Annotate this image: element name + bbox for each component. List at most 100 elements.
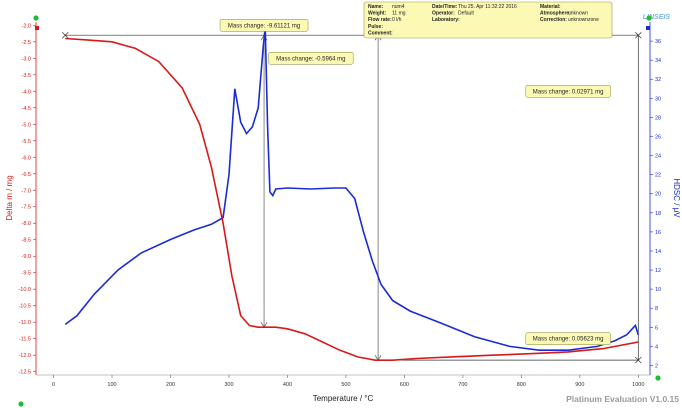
right-tick-label: 22 xyxy=(655,173,661,179)
measurement-info-box: Name: num4 Date/Time: Thu 25. Apr 11:32:22 … xyxy=(363,1,613,39)
info-field-label: Name: xyxy=(368,4,384,10)
info-field-value: Default xyxy=(458,11,474,17)
mass-change-annotation: Mass change: 0.05623 mg xyxy=(525,332,611,346)
annotation-box xyxy=(525,332,611,346)
right-tick-label: 16 xyxy=(655,230,661,236)
left-tick-label: -3.0 xyxy=(22,56,31,62)
bottom-right-marker xyxy=(655,375,661,381)
left-tick-label: -5.5 xyxy=(22,139,31,145)
top-right-marker xyxy=(646,15,652,21)
left-tick-label: -10.5 xyxy=(18,304,31,310)
right-tick-label: 28 xyxy=(655,115,661,121)
info-field-value: num4 xyxy=(392,4,405,10)
left-tick-label: -7.5 xyxy=(22,205,31,211)
top-left-marker xyxy=(33,15,39,21)
info-field-label: Operator: xyxy=(432,11,455,17)
right-tick-label: 20 xyxy=(655,192,661,198)
left-tick-label: -5.0 xyxy=(22,122,31,128)
left-tick-label: -11.0 xyxy=(19,320,31,326)
bottom-tick-label: 300 xyxy=(224,382,233,388)
bottom-tick-label: 600 xyxy=(400,382,409,388)
brand-logo: LINSEIS xyxy=(643,14,671,21)
mass-series-line xyxy=(65,37,639,361)
info-field-label: Correction: xyxy=(540,17,567,23)
right-tick-label: 34 xyxy=(655,58,661,64)
info-field-value: 11 mg xyxy=(392,11,406,17)
bottom-tick-label: 400 xyxy=(283,382,292,388)
info-rows: Name: num4 Date/Time: Thu 25. Apr 11:32:22 … xyxy=(368,4,599,36)
left-tick-label: -9.5 xyxy=(22,271,31,277)
mass-change-annotation: Mass change: -9.61121 mg xyxy=(219,18,309,32)
info-field-value: unknownzone xyxy=(568,17,599,23)
bottom-tick-labels: 0 100 200 300 400 500 600 700 800 900 1000 xyxy=(52,375,644,388)
right-tick-label: 36 xyxy=(655,39,661,45)
left-tick-labels: -2.0 -2.5 -3.0 -3.5 -4.0 -4.5 -5.0 -5.5 -6.0 -6.5… xyxy=(18,23,36,376)
info-field-value: 0 l/h xyxy=(392,17,402,23)
info-field-label: Flow rate: xyxy=(368,17,392,23)
bottom-left-marker xyxy=(18,401,24,407)
right-tick-label: 26 xyxy=(655,134,661,140)
right-tick-label: 14 xyxy=(655,249,661,255)
right-tick-label: 2 xyxy=(655,363,658,369)
right-tick-label: 24 xyxy=(655,154,661,160)
annotation-box xyxy=(268,51,354,65)
info-box-background xyxy=(363,1,613,39)
left-tick-label: -4.0 xyxy=(22,89,31,95)
right-tick-label: 18 xyxy=(655,211,661,217)
y-left-axis-title: Delta m / mg xyxy=(5,175,14,220)
bottom-tick-label: 700 xyxy=(458,382,467,388)
info-field-label: Pulse: xyxy=(368,24,383,30)
left-tick-label: -10.0 xyxy=(18,287,31,293)
x-axis-title: Temperature / °C xyxy=(313,394,374,403)
right-tick-label: 4 xyxy=(655,344,658,350)
left-axis-cursor[interactable] xyxy=(35,26,39,30)
left-tick-label: -6.0 xyxy=(22,155,31,161)
mass-change-annotation: Mass change: -0.5964 mg xyxy=(268,51,354,65)
watermark-text: Platinum Evaluation V1.0.15 xyxy=(566,394,679,404)
bottom-tick-label: 0 xyxy=(52,382,55,388)
bottom-tick-label: 1000 xyxy=(632,382,644,388)
y-right-axis-title: HDSC / μV xyxy=(672,178,681,218)
right-tick-label: 10 xyxy=(655,287,661,293)
info-field-value: Thu 25. Apr 11:32:22 2016 xyxy=(458,4,517,10)
mass-change-annotation: Mass change: 0.02971 mg xyxy=(525,84,611,98)
mass-change-annotations: Mass change: -9.61121 mg Mass change: -0.… xyxy=(219,18,611,346)
bottom-tick-label: 500 xyxy=(341,382,350,388)
right-axis-cursor[interactable] xyxy=(646,26,650,30)
info-field-label: Laboratory: xyxy=(432,17,460,23)
annotation-label: Mass change: 0.02971 mg xyxy=(533,89,604,95)
annotation-label: Mass change: 0.05623 mg xyxy=(533,337,604,343)
right-tick-label: 12 xyxy=(655,268,661,274)
annotation-label: Mass change: -9.61121 mg xyxy=(228,23,300,29)
left-tick-label: -8.5 xyxy=(22,238,31,244)
left-tick-label: -4.5 xyxy=(22,106,31,112)
info-field-label: Atmosphere: xyxy=(540,11,571,17)
bottom-tick-label: 200 xyxy=(166,382,175,388)
bottom-tick-label: 900 xyxy=(575,382,584,388)
left-tick-label: -8.0 xyxy=(22,221,31,227)
bracket-end-marker xyxy=(635,31,642,39)
bracket-end-marker xyxy=(61,31,69,39)
left-tick-label: -12.5 xyxy=(18,370,31,376)
bottom-tick-label: 100 xyxy=(107,382,116,388)
left-tick-label: -6.5 xyxy=(22,172,31,178)
info-field-label: Material: xyxy=(540,4,561,10)
left-tick-label: -2.0 xyxy=(22,23,31,29)
info-field-label: Date/Time: xyxy=(432,4,458,10)
left-tick-label: -11.5 xyxy=(19,337,31,343)
info-field-value: unknown xyxy=(568,11,588,17)
info-field-label: Comment: xyxy=(368,30,393,36)
dsc-series-line xyxy=(64,26,640,351)
right-tick-label: 6 xyxy=(655,325,658,331)
left-tick-label: -2.5 xyxy=(22,40,31,46)
info-field-label: Weight: xyxy=(368,11,387,17)
annotation-box xyxy=(219,18,309,32)
left-tick-label: -3.5 xyxy=(22,73,31,79)
annotation-box xyxy=(525,84,611,98)
left-tick-label: -12.0 xyxy=(18,353,31,359)
right-tick-label: 32 xyxy=(655,77,661,83)
left-tick-label: -7.0 xyxy=(22,188,31,194)
right-tick-label: 30 xyxy=(655,96,661,102)
left-tick-label: -9.0 xyxy=(22,254,31,260)
